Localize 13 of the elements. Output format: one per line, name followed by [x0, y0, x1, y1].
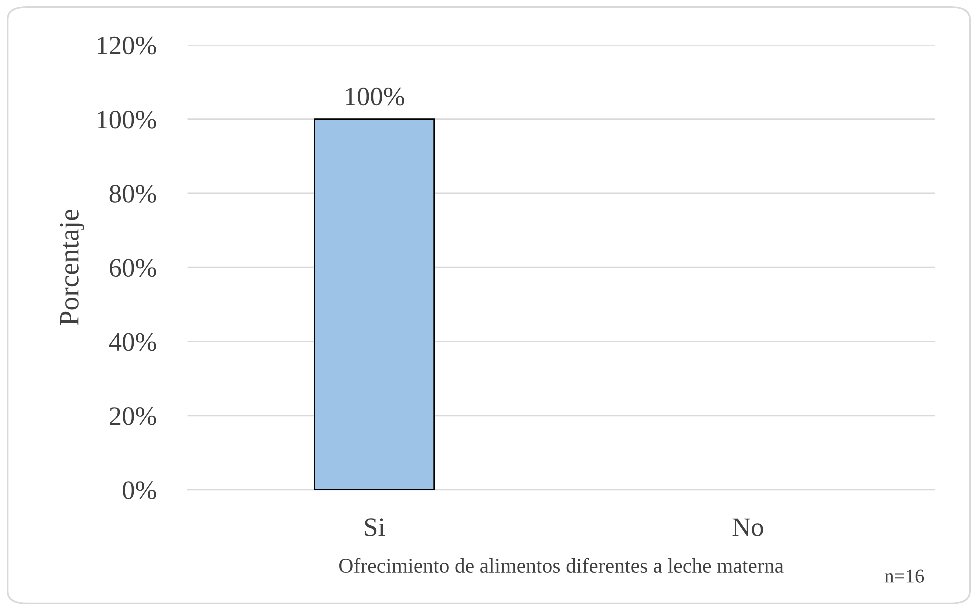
- x-tick-label: Si: [365, 518, 386, 536]
- y-tick-label: 0%: [123, 482, 156, 500]
- y-tick-label: 60%: [110, 259, 156, 278]
- y-tick-label: 80%: [110, 185, 156, 203]
- x-tick-label: No: [732, 518, 764, 536]
- y-tick-label: 100%: [98, 110, 156, 129]
- y-tick-label: 120%: [98, 36, 156, 55]
- text: n=16: [885, 570, 924, 583]
- y-axis-title: Porcentaje: [60, 210, 85, 326]
- data-label: 100%: [346, 88, 404, 106]
- y-tick-label: 40%: [109, 333, 156, 352]
- x-axis-title: Ofrecimiento de alimentos diferentes a leche materna: [340, 558, 784, 574]
- y-tick-label: 20%: [110, 407, 156, 426]
